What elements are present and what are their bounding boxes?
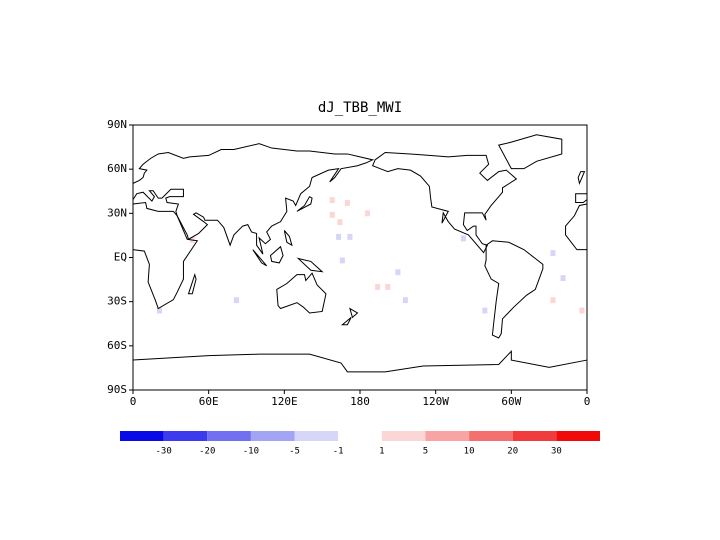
data-cell <box>460 235 466 242</box>
x-tick-label: 120W <box>422 395 449 408</box>
data-cell <box>402 297 408 304</box>
colorbar-label: -30 <box>156 447 172 457</box>
colorbar-label: -5 <box>289 447 300 457</box>
y-tick-label: 90S <box>107 383 127 396</box>
data-cell <box>339 257 345 264</box>
data-cell <box>336 233 342 240</box>
x-tick-label: 60W <box>501 395 521 408</box>
colorbar-swatch <box>338 431 382 441</box>
colorbar-swatch <box>469 431 513 441</box>
coastline <box>188 197 357 325</box>
y-tick-label: EQ <box>114 251 127 264</box>
data-cell <box>347 233 353 240</box>
coastline <box>133 351 587 372</box>
colorbar: -30 -20 -10 -5 -1 1 5 10 20 30 <box>120 431 600 457</box>
y-tick-label: 60S <box>107 339 127 352</box>
colorbar-swatch <box>207 431 251 441</box>
x-tick-label: 0 <box>130 395 137 408</box>
data-cell <box>395 269 401 276</box>
colorbar-swatch <box>250 431 295 441</box>
y-tick-label: 60N <box>107 162 127 175</box>
data-cell <box>329 197 335 204</box>
data-cell <box>385 284 391 290</box>
coastline <box>133 144 373 254</box>
coastline <box>576 172 587 203</box>
colorbar-label: -1 <box>333 447 344 457</box>
colorbar-label: 30 <box>551 447 562 457</box>
data-cell <box>550 250 556 257</box>
colorbar-swatch <box>294 431 339 441</box>
colorbar-swatch <box>163 431 208 441</box>
coastline <box>133 203 197 309</box>
y-tick-label: 90N <box>107 118 127 131</box>
colorbar-label: 10 <box>464 447 475 457</box>
colorbar-label: -10 <box>243 447 259 457</box>
colorbar-swatch <box>556 431 600 441</box>
colorbar-label: -20 <box>199 447 215 457</box>
data-cell <box>579 307 585 314</box>
data-cell <box>375 284 381 290</box>
data-cell <box>550 297 556 304</box>
colorbar-label: 20 <box>507 447 518 457</box>
coastline <box>499 135 562 169</box>
y-tick-label: 30N <box>107 206 127 219</box>
data-cell <box>337 219 343 226</box>
colorbar-swatch <box>425 431 470 441</box>
x-tick-label: 60E <box>199 395 219 408</box>
colorbar-swatch <box>120 431 164 441</box>
map-title: dJ_TBB_MWI <box>318 100 402 116</box>
colorbar-label: 1 <box>379 447 384 457</box>
coastlines <box>133 135 587 372</box>
data-cell <box>344 200 350 206</box>
y-tick-label: 30S <box>107 295 127 308</box>
data-cell <box>482 307 488 314</box>
coastline <box>566 204 587 250</box>
x-tick-label: 120E <box>271 395 298 408</box>
x-tick-label: 180 <box>350 395 370 408</box>
colorbar-swatch <box>381 431 426 441</box>
axes: 0 60E 120E 180 120W 60W 0 90N 60N 30N EQ 30S 60S 90S <box>107 118 590 408</box>
x-tick-label: 0 <box>584 395 591 408</box>
data-cell <box>365 210 371 217</box>
coastline <box>277 273 326 313</box>
data-cell <box>560 275 566 282</box>
data-cell <box>156 307 163 314</box>
data-cell <box>233 297 239 304</box>
colorbar-label: 5 <box>423 447 428 457</box>
coastline <box>485 241 543 338</box>
colorbar-swatch <box>512 431 557 441</box>
data-cell <box>329 211 335 218</box>
coastline <box>373 152 517 252</box>
